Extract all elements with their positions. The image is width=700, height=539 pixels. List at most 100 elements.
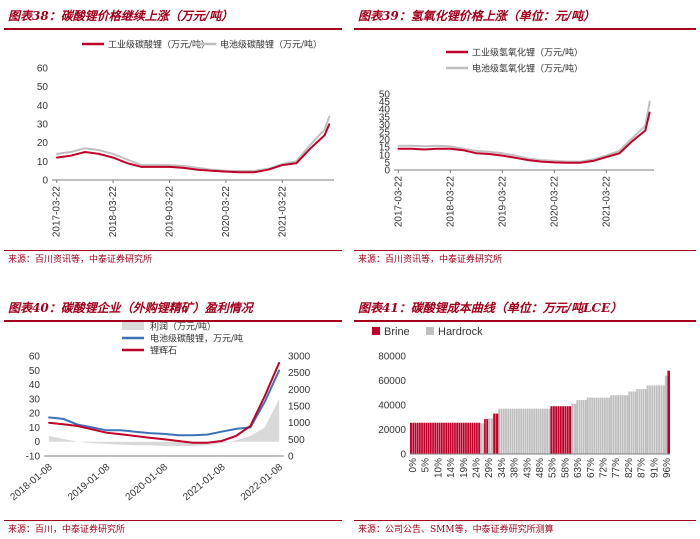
- chart-title: 图表41：碳酸锂成本曲线（单位：万元/吨LCE）: [358, 301, 623, 315]
- legend-swatch: [426, 327, 434, 335]
- chart-panel-39: 图表39：氢氧化锂价格上涨（单位：元/吨） 工业级氢氧化锂（万元/吨） 电池级氢氧…: [354, 4, 696, 266]
- data-point: [527, 159, 530, 161]
- x-tick-label: 2021-03-22: [601, 176, 612, 228]
- x-tick-label: 2017-03-22: [52, 186, 63, 238]
- data-point: [631, 137, 634, 139]
- x-tick-label: 53%: [548, 458, 559, 478]
- data-point: [488, 153, 491, 155]
- data-point: [397, 144, 400, 147]
- data-point: [140, 164, 143, 166]
- legend-label: 工业级碳酸锂（万元/吨）: [108, 39, 210, 51]
- data-point: [328, 115, 331, 118]
- y-tick-label: 60000: [378, 376, 406, 387]
- title-divider: [354, 28, 696, 30]
- x-tick-label: 2019-03-22: [497, 176, 508, 228]
- y-tick-label-left: -10: [26, 452, 41, 463]
- y-tick-label-right: 0: [288, 452, 294, 463]
- data-point: [220, 440, 223, 442]
- data-point: [105, 429, 108, 432]
- x-tick-label: 2018-03-22: [445, 176, 456, 228]
- x-tick-label: 91%: [649, 458, 660, 478]
- data-point: [163, 438, 165, 441]
- data-point: [84, 151, 86, 153]
- data-point: [423, 145, 426, 148]
- cost-bar: [586, 397, 611, 454]
- data-point: [328, 123, 331, 125]
- data-point: [148, 436, 151, 439]
- data-point: [631, 140, 634, 142]
- legend-swatch: [122, 322, 144, 330]
- data-point: [196, 168, 199, 171]
- source-divider: [354, 250, 696, 251]
- data-point: [55, 153, 58, 155]
- data-point: [168, 166, 171, 168]
- title-divider: [4, 28, 342, 30]
- data-point: [168, 164, 171, 166]
- series-line: [398, 101, 651, 163]
- y-tick-label: 80000: [378, 352, 406, 363]
- legend-label: 电池级碳酸锂，万元/吨: [150, 333, 243, 345]
- data-point: [48, 416, 50, 419]
- cost-bar: [664, 375, 668, 454]
- data-point: [264, 395, 266, 397]
- data-point: [475, 150, 478, 152]
- chart-source: 来源：百川资讯等，中泰证券研究所: [8, 255, 153, 265]
- x-tick-label: 2018-03-22: [108, 186, 119, 238]
- data-point: [105, 431, 108, 434]
- data-point: [267, 168, 270, 171]
- x-tick-label: 58%: [560, 458, 571, 478]
- data-point: [140, 166, 143, 168]
- x-tick-label: 2019-01-08: [66, 462, 113, 504]
- y-tick-label: 45: [379, 97, 391, 108]
- legend-label: 利润（万元/吨）: [150, 321, 216, 333]
- data-point: [48, 421, 50, 424]
- y-tick-label-right: 500: [288, 435, 305, 446]
- data-point: [281, 164, 284, 166]
- cost-bar: [550, 406, 572, 454]
- chart-title: 图表40：碳酸锂企业（外购锂精矿）盈利情况: [8, 301, 253, 315]
- data-point: [62, 418, 64, 420]
- y-tick-label-left: 40: [29, 380, 41, 391]
- data-point: [206, 433, 208, 436]
- series-line: [56, 123, 331, 174]
- y-tick-label-left: 0: [34, 437, 40, 448]
- x-tick-label: 67%: [586, 458, 597, 478]
- data-point: [55, 156, 58, 159]
- x-tick-label: 63%: [573, 458, 584, 478]
- legend-label: Hardrock: [438, 326, 483, 338]
- data-point: [62, 423, 64, 426]
- data-point: [70, 151, 72, 153]
- y-tick-label-right: 1000: [288, 418, 311, 429]
- y-tick-label: 60: [37, 64, 49, 75]
- title-divider: [354, 320, 696, 322]
- data-point: [112, 153, 114, 155]
- chart-title: 图表38：碳酸锂价格继续上涨（万元/吨）: [8, 9, 234, 23]
- x-tick-label: 19%: [459, 458, 470, 478]
- data-point: [154, 164, 157, 166]
- data-point: [91, 426, 93, 429]
- data-point: [648, 100, 651, 103]
- x-tick-label: 2021-03-22: [277, 186, 288, 238]
- y-tick-label: 10: [379, 150, 391, 161]
- bar-chart-lithium-cost-curve: Brine Hardrock 0 20000 40000 60000 80000 0% 5% 10…: [372, 326, 673, 478]
- x-tick-label: 2020-03-22: [549, 176, 560, 228]
- data-point: [206, 441, 208, 444]
- data-point: [225, 170, 227, 173]
- data-point: [177, 440, 180, 442]
- data-point: [91, 428, 93, 431]
- series-line: [48, 369, 281, 437]
- data-point: [182, 165, 185, 167]
- data-point: [618, 150, 621, 152]
- y-tick-label: 40000: [378, 401, 406, 412]
- y-tick-label: 40: [37, 101, 49, 112]
- y-tick-label: 0: [42, 176, 48, 187]
- x-tick-label: 10%: [433, 458, 444, 478]
- data-point: [112, 156, 114, 159]
- data-point: [309, 143, 312, 146]
- source-divider: [4, 250, 342, 251]
- x-tick-label: 82%: [624, 458, 635, 478]
- x-tick-label: 2020-01-08: [124, 462, 171, 504]
- cost-bar: [636, 389, 647, 454]
- y-tick-label-right: 2000: [288, 385, 311, 396]
- data-point: [605, 156, 608, 158]
